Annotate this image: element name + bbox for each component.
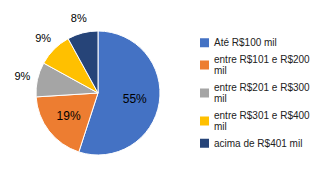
legend-item: Até R$100 mil <box>200 37 277 48</box>
legend-item: entre R$301 e R$400mil <box>200 110 310 133</box>
legend-item: entre R$201 e R$300mil <box>200 82 310 105</box>
legend: Até R$100 mil entre R$101 e R$200mil entre… <box>200 37 310 149</box>
data-label: 9% <box>35 32 51 44</box>
data-label: 9% <box>14 70 30 82</box>
legend-label: entre R$201 e R$300mil <box>214 82 310 105</box>
legend-swatch <box>200 117 209 126</box>
data-labels: 55% 19% 9% 9% 8% <box>14 12 147 123</box>
legend-swatch <box>200 89 209 98</box>
legend-swatch <box>200 38 209 47</box>
legend-label: entre R$101 e R$200mil <box>214 54 310 77</box>
legend-swatch <box>200 139 209 148</box>
data-label: 55% <box>123 92 147 106</box>
legend-item: entre R$101 e R$200mil <box>200 54 310 77</box>
chart: 55% 19% 9% 9% 8% Até R$100 mil entre R$101 e R… <box>0 0 336 186</box>
pie-slice <box>68 31 98 93</box>
pie <box>36 31 160 155</box>
pie-slice <box>36 93 98 152</box>
legend-label: entre R$301 e R$400mil <box>214 110 310 133</box>
data-label: 19% <box>57 109 81 123</box>
data-label: 8% <box>71 12 87 24</box>
legend-label: Até R$100 mil <box>214 37 277 48</box>
legend-swatch <box>200 61 209 70</box>
legend-item: acima de R$401 mil <box>200 138 302 149</box>
legend-label: acima de R$401 mil <box>214 138 302 149</box>
